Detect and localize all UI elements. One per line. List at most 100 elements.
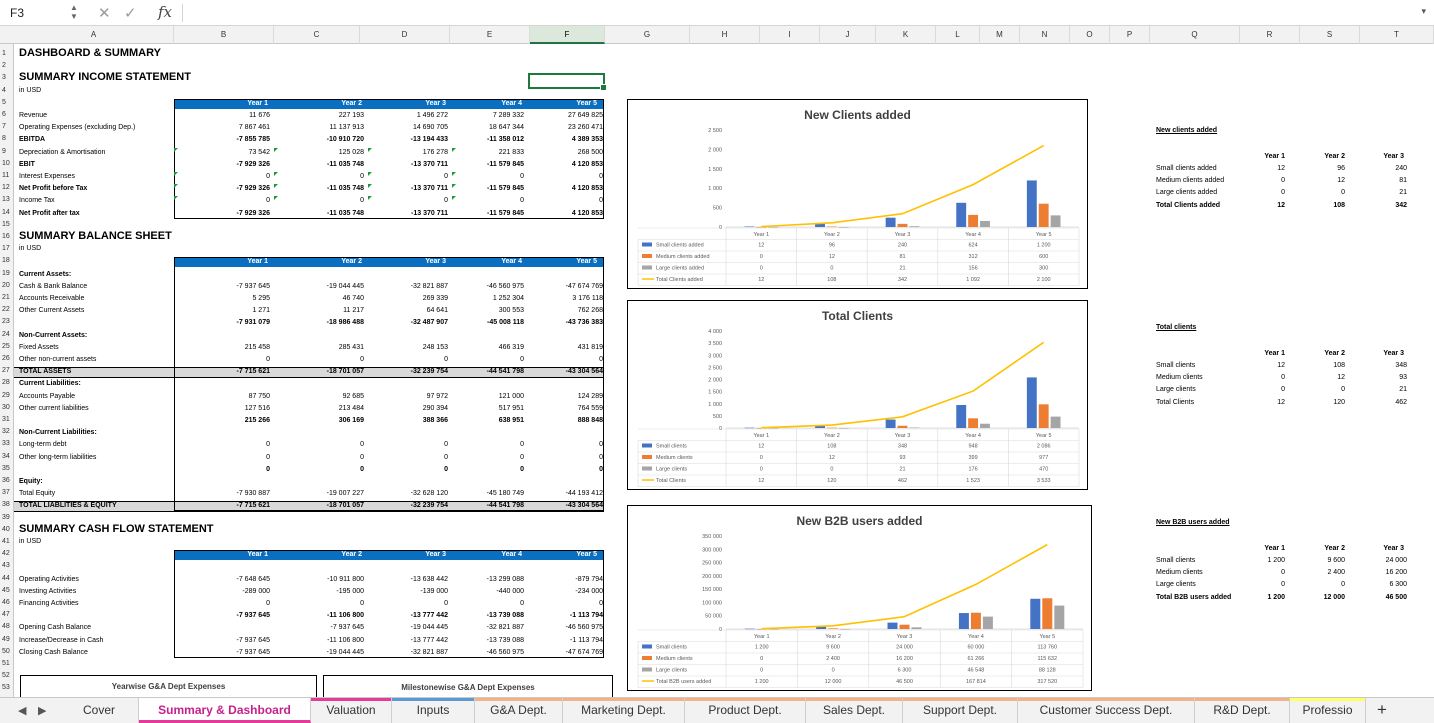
- value-cell[interactable]: 0: [266, 441, 270, 449]
- value-cell[interactable]: 7 289 332: [492, 112, 524, 119]
- sheet-tab-cover[interactable]: Cover: [60, 698, 139, 723]
- value-cell[interactable]: -32 487 907: [410, 319, 448, 327]
- value-cell[interactable]: -46 560 975: [486, 648, 524, 656]
- row-header[interactable]: 40: [2, 525, 10, 533]
- sheet-tab-support-dept[interactable]: Support Dept.: [903, 698, 1018, 723]
- value-cell[interactable]: 0: [266, 173, 270, 180]
- value-cell[interactable]: -13 194 433: [410, 136, 448, 144]
- row-header[interactable]: 20: [2, 281, 10, 289]
- value-cell[interactable]: -45 180 749: [486, 490, 524, 498]
- value-cell[interactable]: 0: [599, 441, 603, 449]
- value-cell[interactable]: 248 153: [422, 343, 448, 351]
- value-cell[interactable]: -44 193 412: [565, 490, 603, 498]
- column-header-c[interactable]: C: [274, 26, 360, 44]
- value-cell[interactable]: 9 600: [1327, 557, 1345, 564]
- value-cell[interactable]: 0: [444, 441, 448, 449]
- value-cell[interactable]: -11 106 800: [327, 612, 364, 620]
- row-header[interactable]: 47: [2, 611, 10, 619]
- value-cell[interactable]: -45 008 118: [487, 319, 524, 327]
- value-cell[interactable]: -7 715 621: [236, 368, 270, 376]
- value-cell[interactable]: -10 911 800: [327, 575, 364, 583]
- value-cell[interactable]: 0: [599, 173, 603, 180]
- row-header[interactable]: 31: [2, 416, 10, 423]
- row-header[interactable]: 45: [2, 586, 10, 594]
- value-cell[interactable]: 388 366: [422, 417, 448, 424]
- value-cell[interactable]: 12: [1337, 374, 1345, 382]
- value-cell[interactable]: 0: [520, 197, 524, 205]
- row-header[interactable]: 7: [2, 123, 6, 131]
- value-cell[interactable]: 0: [444, 356, 448, 363]
- row-header[interactable]: 28: [2, 379, 10, 387]
- sheet-tab-sales-dept[interactable]: Sales Dept.: [806, 698, 903, 723]
- value-cell[interactable]: 16 200: [1385, 569, 1407, 577]
- value-cell[interactable]: 92 685: [342, 392, 364, 400]
- row-header[interactable]: 2: [2, 62, 6, 70]
- value-cell[interactable]: -47 674 769: [565, 648, 603, 656]
- value-cell[interactable]: 73 542: [248, 148, 270, 156]
- row-header[interactable]: 11: [2, 172, 10, 179]
- value-cell[interactable]: 12: [1337, 177, 1345, 185]
- row-header[interactable]: 1: [2, 50, 6, 57]
- value-cell[interactable]: -289 000: [242, 587, 270, 595]
- function-icon[interactable]: fx: [158, 3, 173, 21]
- value-cell[interactable]: 14 690 705: [412, 124, 448, 132]
- chart-3[interactable]: New B2B users added 0 50 000 100 000 150 000…: [627, 505, 1092, 691]
- row-header[interactable]: 51: [2, 660, 10, 667]
- value-cell[interactable]: 6 300: [1389, 581, 1407, 589]
- value-cell[interactable]: 23 260 471: [567, 124, 603, 132]
- value-cell[interactable]: 0: [360, 600, 364, 607]
- value-cell[interactable]: 11 137 913: [329, 124, 364, 132]
- value-cell[interactable]: -18 986 488: [326, 319, 364, 327]
- value-cell[interactable]: 0: [599, 197, 603, 205]
- value-cell[interactable]: -46 560 975: [486, 282, 524, 290]
- value-cell[interactable]: -13 370 711: [411, 185, 448, 193]
- value-cell[interactable]: 466 319: [498, 343, 524, 351]
- add-sheet-icon[interactable]: +: [1377, 700, 1387, 719]
- value-cell[interactable]: 121 000: [498, 392, 524, 400]
- value-cell[interactable]: -13 777 442: [410, 636, 448, 644]
- column-header-l[interactable]: L: [936, 26, 980, 44]
- value-cell[interactable]: 0: [360, 173, 364, 180]
- value-cell[interactable]: -32 821 887: [486, 624, 524, 632]
- value-cell[interactable]: 0: [444, 465, 448, 473]
- value-cell[interactable]: -18 701 057: [326, 368, 364, 376]
- row-header[interactable]: 13: [2, 196, 10, 204]
- value-cell[interactable]: -7 930 887: [236, 490, 270, 498]
- value-cell[interactable]: 0: [1281, 374, 1285, 382]
- value-cell[interactable]: 12 000: [1323, 593, 1345, 601]
- value-cell[interactable]: 431 819: [577, 343, 603, 351]
- value-cell[interactable]: 227 193: [338, 112, 364, 119]
- row-header[interactable]: 27: [2, 367, 10, 375]
- value-cell[interactable]: 0: [266, 356, 270, 363]
- value-cell[interactable]: -13 739 088: [486, 612, 524, 620]
- row-header[interactable]: 21: [2, 294, 10, 301]
- column-header-e[interactable]: E: [450, 26, 530, 44]
- value-cell[interactable]: 12: [1277, 398, 1285, 406]
- value-cell[interactable]: 0: [1341, 581, 1345, 589]
- column-header-h[interactable]: H: [690, 26, 760, 44]
- value-cell[interactable]: 0: [266, 465, 270, 473]
- value-cell[interactable]: 0: [1281, 177, 1285, 185]
- value-cell[interactable]: 21: [1399, 189, 1407, 197]
- value-cell[interactable]: -19 007 227: [326, 490, 364, 498]
- value-cell[interactable]: -879 794: [575, 575, 603, 583]
- value-cell[interactable]: -43 736 383: [565, 319, 603, 327]
- value-cell[interactable]: 269 339: [422, 295, 448, 302]
- row-header[interactable]: 23: [2, 318, 10, 326]
- value-cell[interactable]: -7 929 326: [236, 160, 270, 168]
- value-cell[interactable]: -13 299 088: [486, 575, 524, 583]
- value-cell[interactable]: 27 649 825: [567, 112, 603, 119]
- sheet-tab-valuation[interactable]: Valuation: [311, 698, 392, 723]
- value-cell[interactable]: 96: [1337, 165, 1345, 172]
- value-cell[interactable]: 2 400: [1327, 569, 1345, 577]
- value-cell[interactable]: -7 715 621: [236, 502, 270, 510]
- value-cell[interactable]: 240: [1395, 165, 1407, 172]
- value-cell[interactable]: -11 579 845: [487, 185, 524, 193]
- value-cell[interactable]: 0: [599, 465, 603, 473]
- row-header[interactable]: 29: [2, 391, 10, 399]
- value-cell[interactable]: 97 972: [426, 392, 448, 400]
- row-header[interactable]: 16: [2, 233, 10, 240]
- value-cell[interactable]: -32 821 887: [410, 648, 448, 656]
- value-cell[interactable]: 127 516: [244, 404, 270, 412]
- value-cell[interactable]: -13 370 711: [411, 160, 448, 168]
